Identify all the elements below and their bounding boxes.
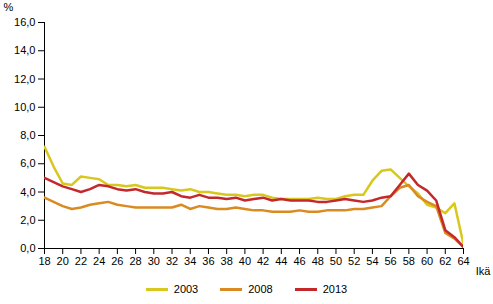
svg-text:26: 26 — [111, 255, 123, 267]
svg-text:30: 30 — [148, 255, 160, 267]
svg-text:6,0: 6,0 — [20, 157, 35, 169]
svg-text:46: 46 — [293, 255, 305, 267]
svg-text:22: 22 — [75, 255, 87, 267]
svg-text:24: 24 — [93, 255, 105, 267]
svg-text:42: 42 — [257, 255, 269, 267]
svg-text:38: 38 — [221, 255, 233, 267]
svg-text:0,0: 0,0 — [20, 242, 35, 254]
svg-text:28: 28 — [129, 255, 141, 267]
svg-text:64: 64 — [457, 255, 469, 267]
svg-text:40: 40 — [239, 255, 251, 267]
svg-text:8,0: 8,0 — [20, 129, 35, 141]
svg-text:58: 58 — [403, 255, 415, 267]
svg-text:2,0: 2,0 — [20, 214, 35, 226]
html-text:2013: 2013 — [322, 283, 348, 295]
html-text:2008: 2008 — [248, 283, 273, 295]
svg-text:36: 36 — [202, 255, 214, 267]
svg-text:%: % — [4, 1, 14, 13]
svg-text:20: 20 — [57, 255, 69, 267]
svg-text:4,0: 4,0 — [20, 186, 35, 198]
svg-text:10,0: 10,0 — [14, 101, 35, 113]
svg-text:56: 56 — [385, 255, 397, 267]
svg-text:44: 44 — [275, 255, 287, 267]
svg-text:16,0: 16,0 — [14, 16, 35, 28]
svg-text:12,0: 12,0 — [14, 73, 35, 85]
svg-text:50: 50 — [330, 255, 342, 267]
svg-text:54: 54 — [366, 255, 378, 267]
svg-text:14,0: 14,0 — [14, 44, 35, 56]
svg-text:18: 18 — [38, 255, 50, 267]
svg-text:52: 52 — [348, 255, 360, 267]
html-text:2003: 2003 — [173, 283, 199, 295]
svg-text:48: 48 — [312, 255, 324, 267]
svg-text:32: 32 — [166, 255, 178, 267]
svg-text:34: 34 — [184, 255, 196, 267]
svg-text:62: 62 — [439, 255, 451, 267]
svg-text:Ikä: Ikä — [476, 265, 492, 277]
svg-text:60: 60 — [421, 255, 433, 267]
